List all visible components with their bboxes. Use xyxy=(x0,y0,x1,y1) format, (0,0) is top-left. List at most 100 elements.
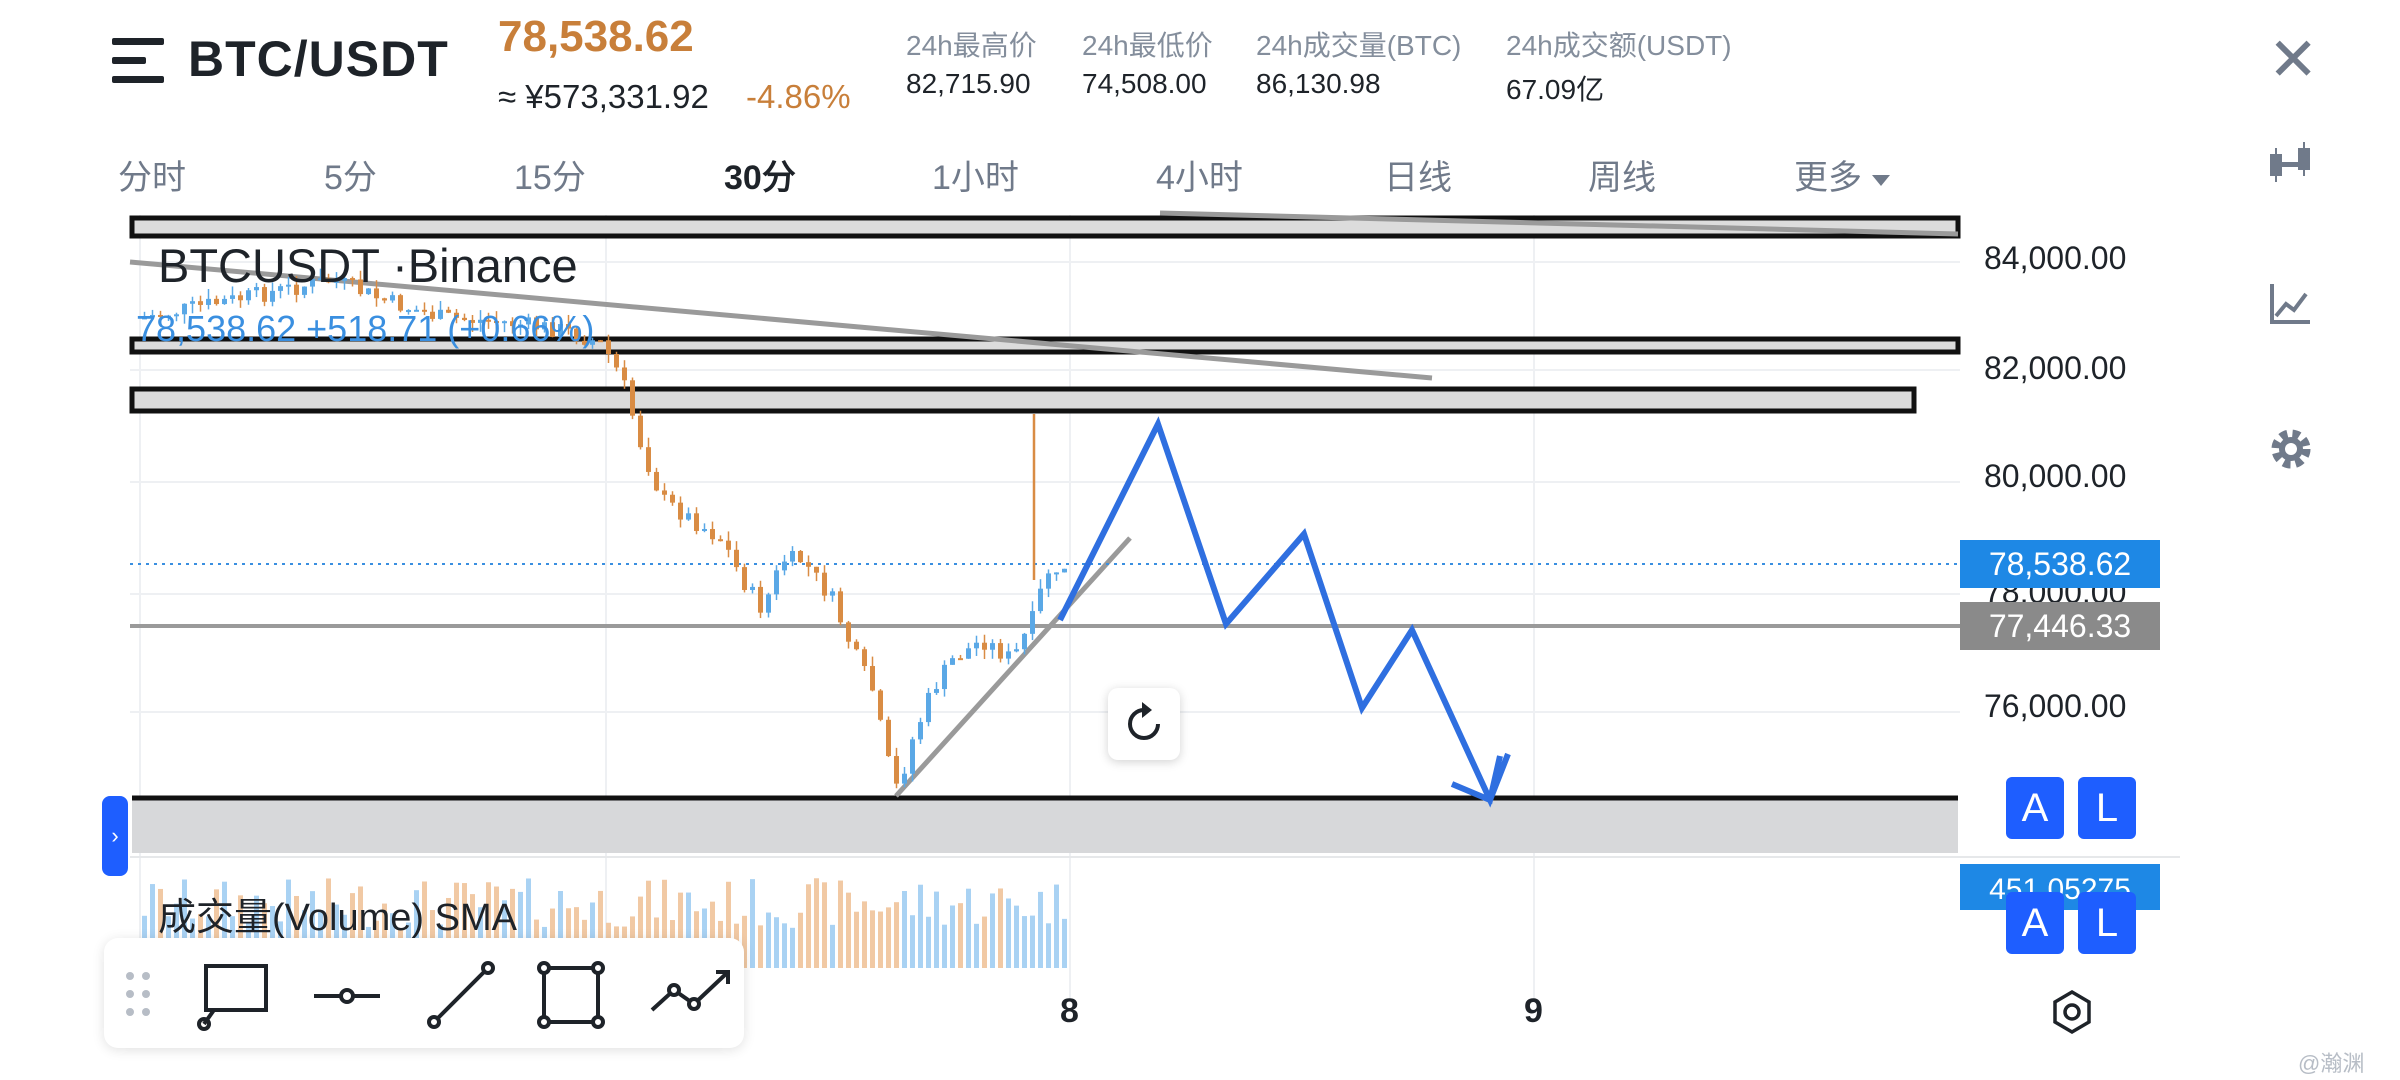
candle xyxy=(734,549,739,568)
candle xyxy=(262,287,267,302)
candle xyxy=(142,317,147,320)
candle xyxy=(374,288,379,299)
candle xyxy=(390,295,395,301)
stat-volume-value: 86,130.98 xyxy=(1256,68,1381,99)
drag-handle-icon xyxy=(126,972,150,1016)
candle xyxy=(1038,588,1043,612)
volume-bar xyxy=(998,888,1003,968)
candle xyxy=(486,319,491,322)
line-price-badge: 77,446.33 xyxy=(1960,602,2160,650)
candle xyxy=(494,321,499,324)
indicator-icon[interactable] xyxy=(2264,278,2318,332)
current-price-badge: 78,538.62 xyxy=(1960,540,2160,588)
volume-bar xyxy=(1014,905,1019,968)
tab-1h[interactable]: 1小时 xyxy=(932,159,1019,197)
candle xyxy=(318,278,323,281)
candle xyxy=(542,322,547,330)
reset-chart-button[interactable] xyxy=(1108,688,1180,760)
callout-tool-icon xyxy=(197,964,268,1031)
candle xyxy=(470,319,475,323)
volume-bar xyxy=(1006,898,1011,968)
volume-bar xyxy=(950,905,955,968)
volume-bar xyxy=(502,900,507,968)
candle xyxy=(246,290,251,301)
candle xyxy=(190,301,195,304)
volume-bar xyxy=(214,889,219,968)
candle xyxy=(998,643,1003,659)
candle xyxy=(958,658,963,661)
alert-l-button[interactable]: L xyxy=(2078,777,2136,839)
volume-bar xyxy=(838,880,843,968)
candle xyxy=(222,298,227,305)
expand-panel-handle[interactable]: › xyxy=(102,796,128,876)
candle xyxy=(694,513,699,531)
tab-4h[interactable]: 4小时 xyxy=(1156,159,1243,197)
alert-a-button[interactable]: A xyxy=(2006,777,2064,839)
volume-bar xyxy=(958,903,963,968)
tab-5m[interactable]: 5分 xyxy=(324,159,377,197)
close-icon[interactable]: ✕ xyxy=(2268,26,2319,93)
candle xyxy=(950,658,955,665)
candle xyxy=(398,295,403,311)
rectangle-icon xyxy=(537,961,605,1029)
volume-indicator-label[interactable]: 成交量(Volume) SMA xyxy=(158,897,517,939)
volume-bar xyxy=(174,903,179,968)
candle xyxy=(614,354,619,368)
chart-canvas[interactable] xyxy=(0,210,2400,1080)
price-label: 82,000.00 xyxy=(1984,350,2127,386)
toolbar-tool-horizontal-ray[interactable] xyxy=(304,956,386,1038)
toolbar-tool-callout[interactable] xyxy=(192,956,274,1038)
horizontal-ray-icon xyxy=(314,988,380,1004)
tab-15m[interactable]: 15分 xyxy=(514,159,586,197)
tab-more[interactable]: 更多 xyxy=(1794,150,1890,199)
candle xyxy=(758,586,763,613)
candle xyxy=(558,324,563,337)
volume-bar xyxy=(918,884,923,968)
toolbar-tool-rectangle[interactable] xyxy=(530,956,612,1038)
candle xyxy=(414,309,419,312)
volume-bar xyxy=(358,886,363,968)
volume-bar xyxy=(678,892,683,968)
alert-a-button[interactable]: A xyxy=(2006,892,2064,954)
tab-30m[interactable]: 30分 xyxy=(724,159,796,197)
volume-bar xyxy=(574,907,579,968)
x-axis-label: 8 xyxy=(1060,992,1079,1030)
menu-icon[interactable] xyxy=(112,38,164,84)
candle xyxy=(454,312,459,318)
price-label: 84,000.00 xyxy=(1984,240,2127,276)
volume-bar xyxy=(742,915,747,968)
volume-bar xyxy=(254,895,259,968)
candle xyxy=(606,340,611,355)
toolbar-tool-path[interactable] xyxy=(642,956,734,1038)
volume-bar xyxy=(446,897,451,968)
volume-bar xyxy=(526,878,531,968)
volume-bar xyxy=(798,912,803,968)
candle xyxy=(214,298,219,305)
candle xyxy=(854,641,859,650)
volume-bar xyxy=(870,910,875,968)
candle xyxy=(646,447,651,472)
candle xyxy=(774,570,779,595)
candle xyxy=(982,642,987,650)
volume-bar xyxy=(462,883,467,968)
candle xyxy=(1006,651,1011,659)
tab-more-label: 更多 xyxy=(1794,159,1862,197)
candle xyxy=(990,643,995,650)
volume-bar xyxy=(966,888,971,968)
candlestick-icon[interactable] xyxy=(2264,136,2318,190)
hexagon-settings-icon[interactable] xyxy=(2048,988,2096,1036)
candle xyxy=(806,562,811,567)
alert-l-button[interactable]: L xyxy=(2078,892,2136,954)
tab-1d[interactable]: 日线 xyxy=(1384,159,1452,197)
toolbar-tool-trend-line[interactable] xyxy=(418,956,500,1038)
candle xyxy=(726,540,731,550)
pair-title[interactable]: BTC/USDT xyxy=(188,31,449,87)
settings-icon[interactable] xyxy=(2264,422,2318,476)
tab-time[interactable]: 分时 xyxy=(118,159,186,197)
volume-bar xyxy=(790,927,795,968)
volume-bar xyxy=(422,881,427,968)
price-label: 80,000.00 xyxy=(1984,458,2127,494)
tab-1w[interactable]: 周线 xyxy=(1588,159,1656,197)
candle xyxy=(710,529,715,540)
volume-bar xyxy=(894,902,899,968)
